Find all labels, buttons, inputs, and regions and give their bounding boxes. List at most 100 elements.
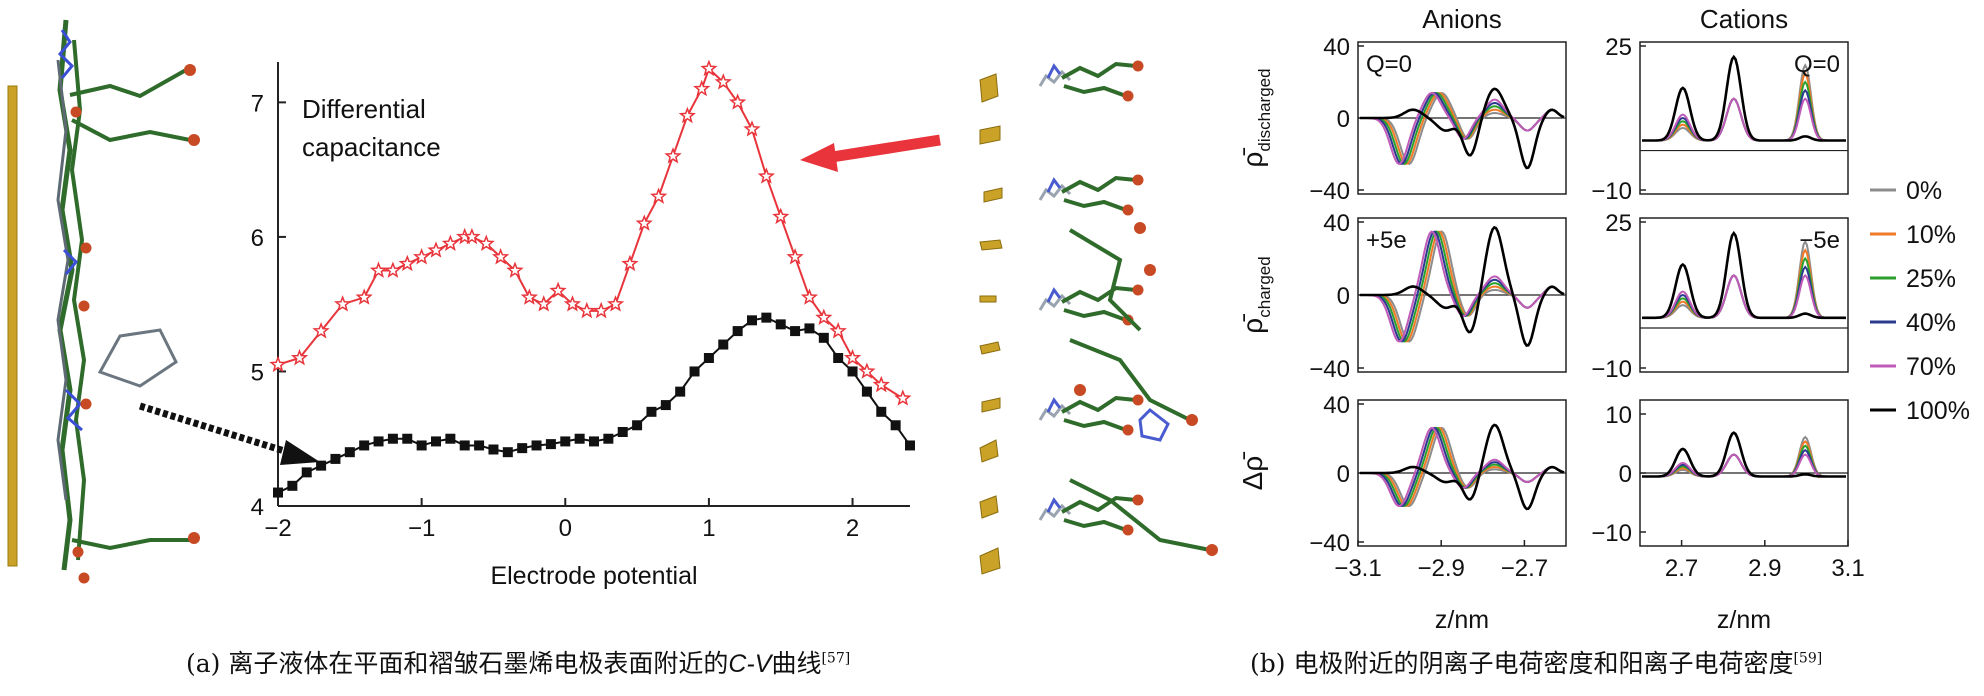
cation-panel-row2-label: −5e — [1799, 227, 1840, 254]
cv-point-square — [804, 323, 815, 334]
cv-series-line-2 — [277, 316, 911, 494]
cation-panel-row3-curve-70% — [1642, 453, 1846, 478]
cation-panel-row3-ytick-label: 0 — [1619, 461, 1632, 488]
cv-point-square — [359, 440, 370, 451]
anion-panel-row3-xtick-label: −2.9 — [1418, 555, 1465, 582]
cv-x-tick-label: 1 — [702, 515, 715, 542]
caption-b: (b) 电极附近的阴离子电荷密度和阳离子电荷密度[59] — [1250, 649, 1823, 678]
anion-panel-row3-curve-100% — [1360, 423, 1565, 511]
cv-point-star — [578, 301, 596, 319]
cv-y-tick-label: 7 — [251, 90, 264, 117]
cv-point-star — [463, 227, 481, 245]
cv-point-star — [355, 288, 373, 305]
red-arrow — [800, 134, 941, 172]
legend-label-70%: 70% — [1906, 353, 1956, 381]
anion-panel-row1-ytick-label: 0 — [1337, 106, 1350, 133]
cv-point-square — [660, 400, 671, 411]
cation-panel-row1-curve-70% — [1642, 97, 1846, 142]
cv-point-star — [858, 362, 876, 379]
cv-point-square — [445, 433, 456, 444]
cv-point-star — [729, 93, 747, 110]
cv-chart: Differential capacitance Electrode poten… — [138, 59, 941, 590]
cv-point-star — [757, 167, 775, 184]
cv-point-square — [689, 366, 700, 377]
cv-point-star — [563, 295, 582, 312]
cation-panel-row3-xlabel: z/nm — [1717, 606, 1771, 634]
anion-panel-row2-ytick-label: 0 — [1337, 283, 1350, 310]
cv-point-star — [535, 295, 553, 312]
anion-panel-row3-ytick-label: −40 — [1309, 530, 1350, 557]
cation-panel-row2-curve-100% — [1642, 230, 1846, 320]
cv-point-square — [373, 436, 384, 447]
cv-point-star — [815, 308, 833, 326]
legend-label-25%: 25% — [1906, 265, 1956, 293]
anion-panel-row3-xlabel: z/nm — [1435, 606, 1489, 634]
cv-point-square — [387, 433, 398, 444]
cv-point-square — [617, 427, 628, 437]
cv-x-label: Electrode potential — [490, 562, 697, 590]
cation-panel-row1-curve-100% — [1642, 54, 1846, 142]
cv-point-square — [905, 440, 915, 451]
cation-panel-row1-ytick-label: 25 — [1605, 34, 1632, 61]
cv-x-tick-label: −1 — [408, 515, 435, 542]
cv-point-square — [545, 439, 556, 450]
cv-point-star — [333, 295, 352, 312]
cv-point-star — [606, 295, 625, 312]
flat-electrode-illustration — [7, 19, 200, 584]
cv-annotation-line2: capacitance — [302, 132, 441, 162]
cv-point-square — [502, 447, 513, 458]
cv-point-square — [416, 440, 427, 451]
cv-point-star — [635, 214, 653, 231]
cv-point-square — [330, 453, 341, 464]
cv-point-star — [829, 321, 847, 339]
cv-point-square — [790, 326, 801, 337]
cv-point-square — [344, 447, 355, 458]
cation-panel-row1-ytick-label: −10 — [1591, 178, 1632, 205]
cv-point-square — [316, 460, 327, 471]
cv-point-star — [312, 322, 330, 339]
cation-panel-row3-ytick-label: 10 — [1605, 402, 1632, 429]
cation-panel-row2-ytick-label: 25 — [1605, 210, 1632, 237]
cv-y-tick-label: 6 — [251, 225, 264, 252]
cv-point-star — [621, 254, 639, 272]
cv-point-star — [290, 348, 309, 366]
anion-panel-row1-ytick-label: 40 — [1323, 34, 1350, 61]
cv-point-star — [477, 234, 495, 252]
column-title-cations: Cations — [1700, 4, 1788, 34]
cv-point-star — [800, 288, 819, 305]
cation-panel-row3-xtick-label: 2.9 — [1748, 555, 1781, 582]
wrinkled-electrode-illustration — [979, 58, 1218, 575]
cv-point-square — [775, 319, 786, 330]
cv-point-star — [592, 301, 610, 319]
cation-panel-row3-xtick-label: 2.7 — [1665, 555, 1698, 582]
cv-point-square — [876, 406, 887, 417]
cv-point-square — [574, 433, 585, 444]
cation-panel-row2-frame — [1639, 217, 1849, 373]
cv-point-square — [703, 353, 714, 363]
anion-panel-row3-ytick-label: 40 — [1323, 392, 1350, 419]
anion-panel-row3-xtick-label: −2.7 — [1501, 555, 1548, 582]
cv-point-square — [747, 315, 757, 326]
cv-point-star — [441, 234, 459, 252]
legend-label-10%: 10% — [1906, 221, 1956, 249]
cv-point-square — [632, 420, 643, 431]
cv-point-star — [269, 355, 287, 373]
cv-x-tick-label: 2 — [846, 515, 859, 542]
cv-point-square — [402, 433, 413, 444]
cv-point-square — [431, 436, 441, 447]
cation-panel-row3-xtick-label: 3.1 — [1831, 555, 1864, 582]
cv-point-square — [287, 480, 298, 491]
anion-panel-row3-xtick-label: −3.1 — [1334, 555, 1381, 582]
cv-point-star — [678, 106, 697, 124]
cv-point-square — [861, 386, 872, 397]
cv-point-star — [786, 248, 804, 265]
cv-point-star — [650, 187, 668, 204]
cv-point-star — [664, 147, 682, 164]
cation-panel-row3-ytick-label: −10 — [1591, 520, 1632, 547]
cv-point-square — [675, 386, 686, 397]
cv-point-star — [412, 247, 431, 265]
row-ylabel-1: ρ̄discharged — [1237, 68, 1274, 167]
cv-point-square — [273, 487, 283, 498]
cv-point-square — [517, 443, 528, 454]
cv-point-star — [491, 247, 510, 265]
